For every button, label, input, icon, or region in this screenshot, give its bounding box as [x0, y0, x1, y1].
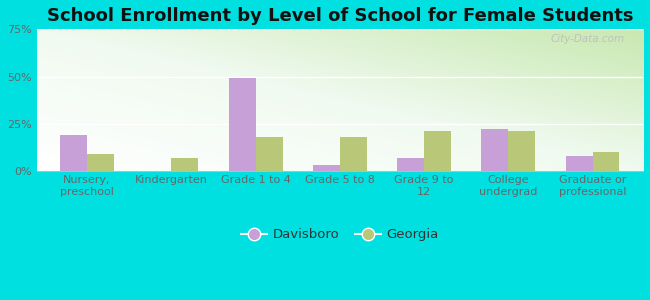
Bar: [229, 78, 255, 171]
Bar: [340, 137, 367, 171]
Legend: Davisboro, Georgia: Davisboro, Georgia: [235, 223, 444, 247]
Bar: [593, 152, 619, 171]
Bar: [313, 165, 340, 171]
Bar: [508, 131, 535, 171]
Title: School Enrollment by Level of School for Female Students: School Enrollment by Level of School for…: [47, 7, 633, 25]
Bar: [172, 158, 198, 171]
Text: City-Data.com: City-Data.com: [551, 34, 625, 44]
Bar: [566, 156, 593, 171]
Bar: [481, 129, 508, 171]
Bar: [87, 154, 114, 171]
Bar: [424, 131, 451, 171]
Bar: [397, 158, 424, 171]
Bar: [60, 135, 87, 171]
Bar: [255, 137, 283, 171]
